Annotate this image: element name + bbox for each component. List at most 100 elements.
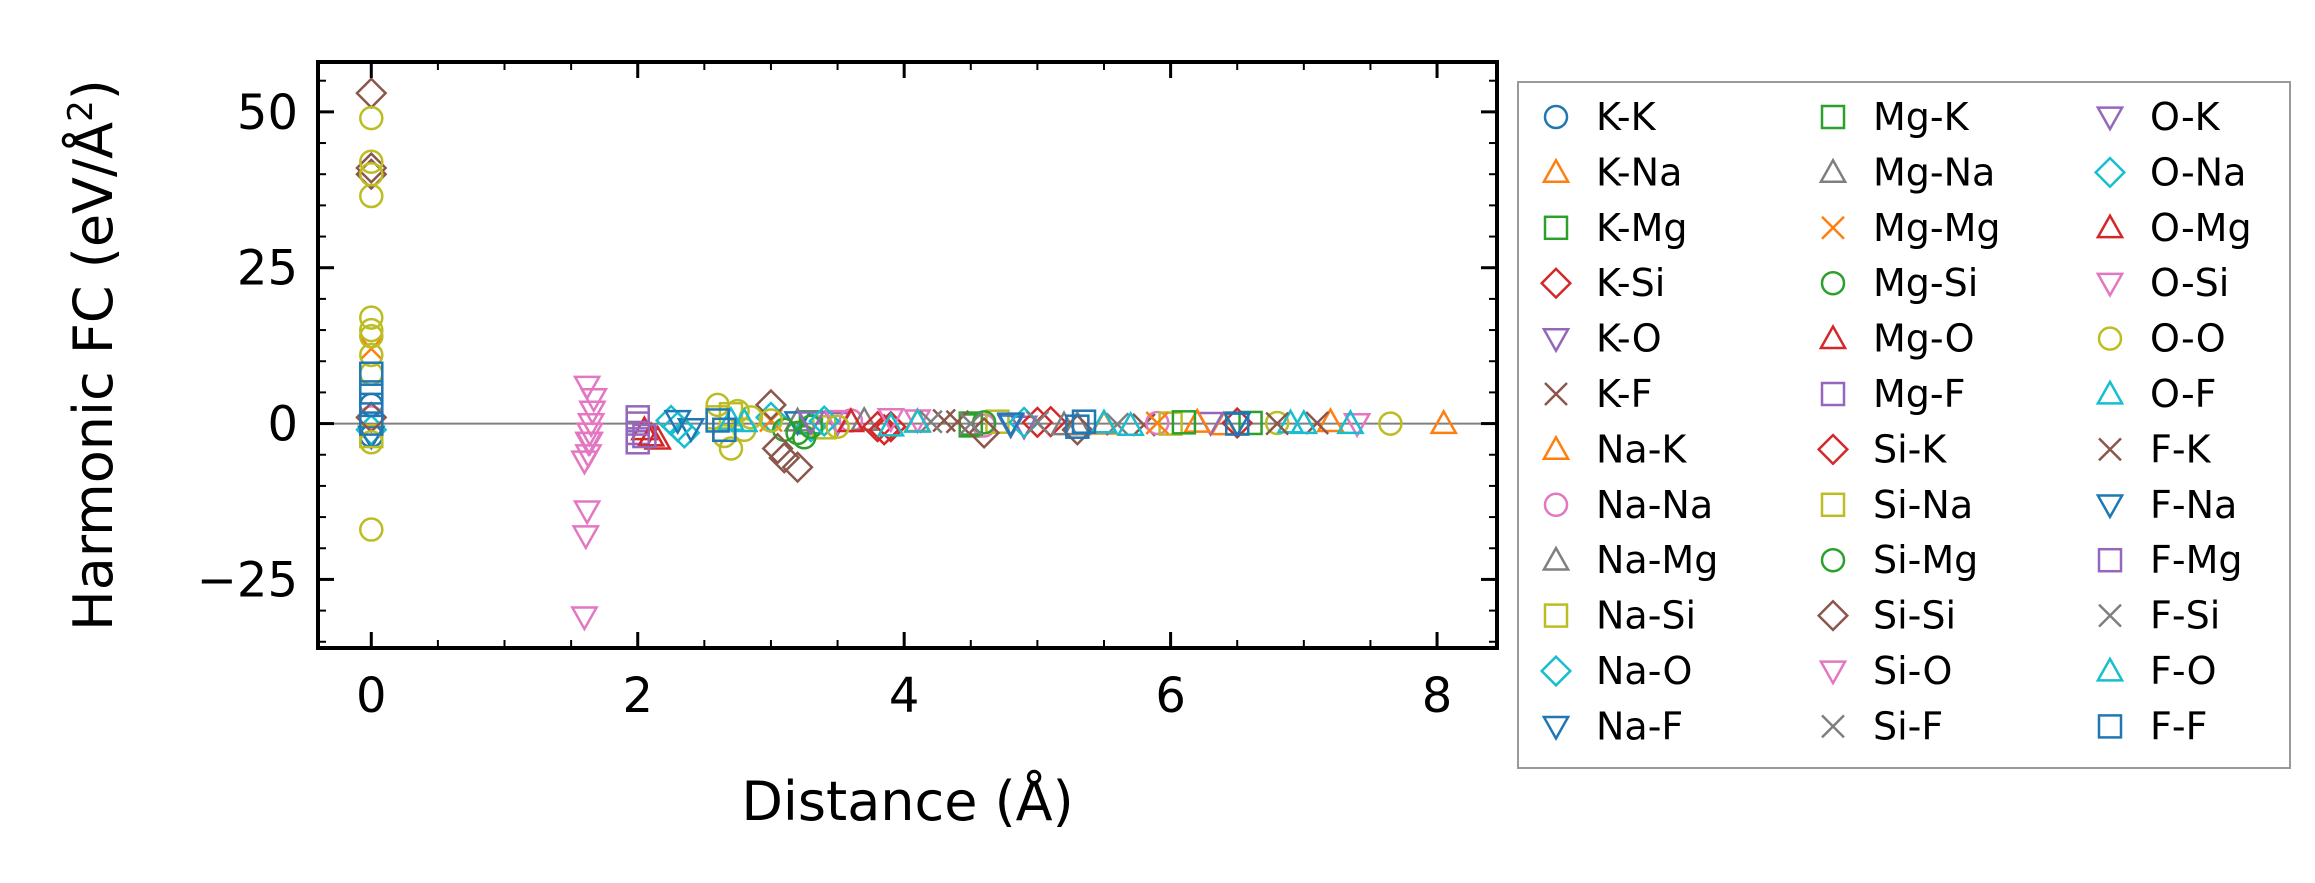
data-point [359,342,384,368]
legend-label: K-O [1596,317,1662,361]
legend-label: F-Na [2150,483,2237,527]
data-point [1065,414,1090,439]
data-point [359,183,384,209]
legend-entry: Na-Na [1543,483,1713,527]
legend-label: F-Mg [2150,538,2242,582]
legend-marker [2093,156,2127,189]
legend-marker [1541,328,1571,354]
legend-label: Na-F [1596,704,1683,748]
data-point [730,407,759,433]
legend-label: Si-Na [1873,483,1973,527]
legend-marker [2095,106,2125,132]
legend-entry: Mg-K [1820,95,1970,139]
legend-marker [1820,547,1846,573]
legend-entry: K-Mg [1543,206,1688,250]
y-axis-label: Harmonic FC (eV/Å2) [61,79,125,631]
legend-label: O-Si [2150,261,2229,305]
data-point [676,417,706,444]
legend-label: Na-K [1596,427,1687,471]
series-f-f [359,361,1250,443]
data-point [1238,410,1263,436]
series-f-na [663,409,1025,438]
data-point [796,411,826,437]
legend-entry: O-K [2095,95,2221,139]
data-point [359,430,384,455]
data-point [576,412,606,439]
x-tick-label: 6 [1155,668,1186,724]
legend-marker [1544,382,1568,406]
legend-marker [1541,434,1571,460]
legend-label: K-Si [1596,261,1665,305]
legend-marker [1543,492,1569,518]
data-point [661,410,694,443]
legend-entry: Mg-F [1820,372,1965,416]
data-point [1378,411,1403,436]
data-point [1264,410,1290,436]
legend-label: Mg-Na [1873,150,1995,194]
data-point [572,375,602,401]
data-point [958,411,983,436]
legend-label: Na-O [1596,649,1692,693]
legend-label: K-F [1596,372,1653,416]
legend-entry: Si-Mg [1820,538,1978,582]
data-point [579,388,609,414]
data-point [903,407,932,433]
legend-entry: Mg-Si [1820,261,1978,305]
series-f-o [730,407,1319,437]
legend-label: K-Mg [1596,206,1688,250]
legend-label: O-F [2150,372,2217,416]
legend-entry: F-O [2095,649,2217,693]
legend-marker [1818,323,1848,350]
legend-label: Si-Si [1873,594,1956,638]
data-point [625,411,650,436]
legend-marker [2097,714,2123,739]
legend-marker [1820,381,1846,407]
legend-entry: Si-O [1818,649,1952,693]
legend-marker [1820,492,1846,518]
data-point [1289,408,1319,435]
data-point [1183,407,1212,433]
legend-marker [2097,326,2123,351]
data-point [836,407,866,433]
legend-marker [1820,104,1846,130]
legend-label: F-K [2150,427,2212,471]
legend-entry: Na-Si [1543,594,1696,638]
series-si-f [918,409,1130,437]
data-point [1316,407,1345,433]
y-tick-label: 25 [237,241,298,297]
data-point [1071,409,1097,434]
legend-label: O-O [2150,317,2226,361]
data-point [996,412,1025,438]
legend-marker [1820,270,1846,296]
legend-entry: Si-Si [1816,594,1956,638]
legend-label: Na-Na [1596,483,1713,527]
data-point [1342,412,1372,439]
x-tick-label: 4 [889,668,920,724]
data-point [359,324,384,349]
legend-marker [1821,215,1845,240]
legend-entry: Na-K [1541,427,1687,471]
data-point [625,430,650,455]
data-point [781,451,814,484]
data-point [359,149,384,174]
x-tick-label: 8 [1422,668,1453,724]
legend-entry: Si-F [1821,704,1943,748]
legend-entry: Si-K [1816,427,1947,471]
legend-entry: K-K [1543,95,1657,139]
legend-label: Si-O [1873,649,1952,693]
data-point [359,105,384,131]
data-point [1305,411,1330,435]
data-point [1429,408,1458,435]
legend-entry: Na-Mg [1541,538,1718,582]
legend-label: O-Na [2150,150,2246,194]
legend-label: Mg-Mg [1873,206,2001,250]
data-point [761,432,794,465]
y-tick-label: 0 [267,397,298,453]
data-point [1145,410,1170,436]
legend-entry: Si-Na [1820,483,1973,527]
legend-label: Na-Si [1596,594,1696,638]
data-point [359,411,384,436]
data-point [754,388,788,421]
data-point [1061,413,1094,446]
legend-marker [1821,714,1845,739]
